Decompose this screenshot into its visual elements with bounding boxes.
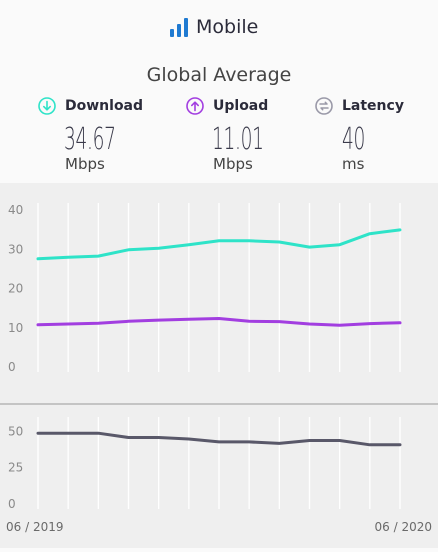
x-axis-end-label: 06 / 2020 bbox=[375, 520, 432, 534]
y-tick-label: 40 bbox=[8, 203, 23, 217]
metric-unit: Mbps bbox=[213, 155, 253, 173]
metric-value: 11.01 bbox=[212, 122, 264, 157]
y-tick-label: 10 bbox=[8, 321, 23, 335]
metric-label: Latency bbox=[342, 98, 404, 114]
header: Mobile bbox=[0, 0, 438, 58]
y-tick-label: 50 bbox=[8, 424, 23, 438]
y-tick-label: 0 bbox=[8, 497, 16, 511]
metric-value: 34.67 bbox=[64, 122, 116, 157]
metric-label: Download bbox=[65, 98, 143, 114]
speed-charts: 0 10 20 30 40 0 25 50 06 / 2019 06 / 2020 bbox=[0, 183, 438, 548]
metric-value: 40 bbox=[342, 122, 365, 157]
arrow-down-circle-icon bbox=[38, 97, 56, 115]
chart-subtitle: Global Average bbox=[0, 64, 438, 86]
metric-label: Upload bbox=[213, 98, 268, 114]
metric-unit: ms bbox=[342, 155, 364, 173]
y-tick-label: 20 bbox=[8, 282, 23, 296]
chart-area: 0 10 20 30 40 0 25 50 06 / 2019 06 / 2020 bbox=[0, 183, 438, 548]
y-tick-label: 0 bbox=[8, 360, 16, 374]
signal-bars-icon bbox=[169, 17, 189, 37]
arrow-up-circle-icon bbox=[186, 97, 204, 115]
y-tick-label: 30 bbox=[8, 242, 23, 256]
x-axis-start-label: 06 / 2019 bbox=[6, 520, 63, 534]
page-title: Mobile bbox=[196, 16, 258, 38]
latency-circle-icon bbox=[315, 97, 333, 115]
metric-unit: Mbps bbox=[65, 155, 105, 173]
y-tick-label: 25 bbox=[8, 461, 23, 475]
